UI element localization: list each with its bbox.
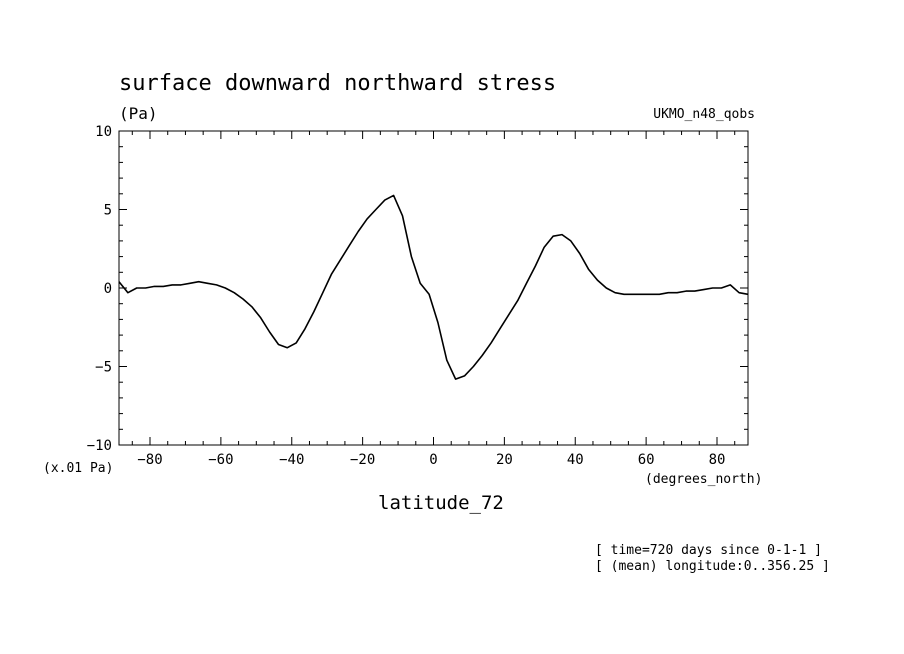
y-tick-label: 10 (95, 124, 112, 140)
x-tick-label: −80 (137, 452, 162, 468)
units-label: (Pa) (119, 104, 158, 123)
x-tick-label: 60 (638, 452, 655, 468)
chart-title: surface downward northward stress (119, 71, 556, 96)
y-tick-label: 0 (104, 281, 112, 297)
x-tick-label: −40 (279, 452, 304, 468)
x-tick-label: 20 (496, 452, 513, 468)
footer-longitude-note: [ (mean) longitude:0..356.25 ] (595, 559, 830, 574)
x-tick-label: 0 (429, 452, 437, 468)
x-axis-units-label: (degrees_north) (645, 472, 762, 487)
series-line (118, 194, 749, 380)
y-axis-scale-label: (x.01 Pa) (43, 461, 113, 476)
x-axis-label: latitude_72 (378, 492, 504, 514)
x-tick-label: 80 (709, 452, 726, 468)
plot-area: −80 −60 −40 −20 0 20 40 60 80 −10 −5 0 5 10 (87, 124, 749, 468)
x-tick-label: −60 (208, 452, 233, 468)
plot-frame (118, 130, 749, 446)
x-tick-label: 40 (567, 452, 584, 468)
y-tick-label: 5 (104, 203, 112, 219)
x-tick-label: −20 (350, 452, 375, 468)
footer-time-note: [ time=720 days since 0-1-1 ] (595, 543, 822, 558)
model-label: UKMO_n48_qobs (653, 107, 755, 122)
y-tick-label: −5 (95, 360, 112, 376)
y-tick-label: −10 (87, 438, 112, 454)
